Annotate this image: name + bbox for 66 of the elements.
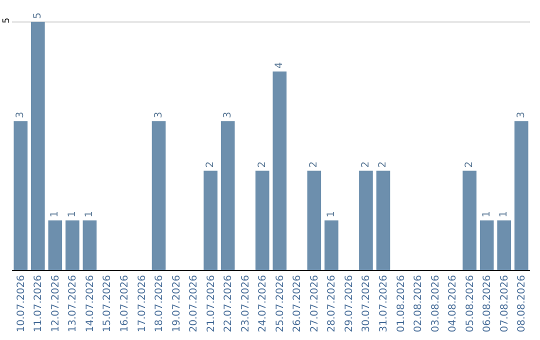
bar: [14, 121, 28, 270]
x-tick-label: 14.07.2026: [84, 275, 96, 332]
bar: [480, 220, 494, 270]
x-tick-label: 29.07.2026: [344, 275, 355, 332]
x-tick-label: 26.07.2026: [292, 275, 304, 332]
x-tick-label: 31.07.2026: [378, 275, 390, 332]
data-label: 1: [50, 210, 61, 218]
bar: [152, 121, 166, 270]
x-tick-label: 21.07.2026: [206, 275, 217, 332]
data-label: 3: [516, 112, 527, 118]
x-tick-label: 22.07.2026: [223, 275, 234, 332]
bar: [255, 170, 270, 270]
data-label: 5: [32, 12, 44, 19]
x-tick-label: 12.07.2026: [50, 275, 62, 332]
x-tick-label: 20.07.2026: [188, 275, 200, 332]
x-tick-label: 10.07.2026: [16, 275, 27, 332]
bar: [497, 220, 512, 270]
x-tick-label: 16.07.2026: [119, 275, 130, 332]
data-label: 1: [326, 210, 337, 218]
bar: [30, 22, 45, 270]
x-tick-label: 07.08.2026: [499, 275, 510, 332]
bar: [204, 170, 218, 270]
data-label: 1: [498, 210, 510, 218]
data-label: 3: [222, 112, 234, 118]
bar: [82, 220, 97, 270]
x-tick-label: 05.08.2026: [464, 275, 476, 332]
x-tick-label: 23.07.2026: [240, 275, 252, 332]
bar: [359, 170, 373, 270]
data-label: 3: [153, 112, 164, 118]
x-tick-label: 27.07.2026: [309, 275, 320, 332]
x-tick-label: 11.07.2026: [33, 275, 44, 332]
x-tick-label: 25.07.2026: [274, 275, 286, 332]
x-tick-label: 28.07.2026: [326, 275, 338, 332]
x-tick-label: 24.07.2026: [258, 275, 269, 332]
x-tick-label: 17.07.2026: [136, 275, 148, 332]
x-tick-label: 19.07.2026: [171, 275, 182, 332]
x-tick-label: 18.07.2026: [154, 275, 166, 332]
bar: [48, 220, 62, 270]
data-label: 2: [464, 161, 476, 168]
x-tick-label: 13.07.2026: [68, 275, 79, 332]
x-tick-label: 03.08.2026: [430, 275, 442, 332]
data-label: 4: [274, 62, 286, 68]
data-label: 2: [308, 161, 320, 168]
data-label: 3: [15, 112, 26, 118]
bar: [324, 220, 338, 270]
x-tick-label: 15.07.2026: [102, 275, 114, 332]
data-label: 2: [378, 161, 389, 168]
bar: [376, 170, 390, 270]
bar: [307, 170, 322, 270]
data-label: 1: [481, 210, 492, 218]
bar: [66, 220, 80, 270]
x-tick-label: 30.07.2026: [361, 275, 372, 332]
x-tick-label: 04.08.2026: [448, 275, 459, 332]
x-tick-label: 08.08.2026: [516, 275, 528, 332]
data-label: 2: [360, 161, 372, 168]
data-label: 2: [256, 161, 268, 168]
bar: [272, 71, 287, 270]
x-tick-label: 01.08.2026: [396, 275, 407, 332]
data-label: 1: [66, 210, 78, 218]
bar: [514, 121, 528, 270]
x-tick-label: 06.08.2026: [482, 275, 494, 332]
data-label: 2: [205, 161, 216, 168]
bar: [462, 170, 476, 270]
data-label: 1: [84, 210, 96, 218]
bar: [220, 121, 235, 270]
x-tick-label: 02.08.2026: [413, 275, 424, 332]
